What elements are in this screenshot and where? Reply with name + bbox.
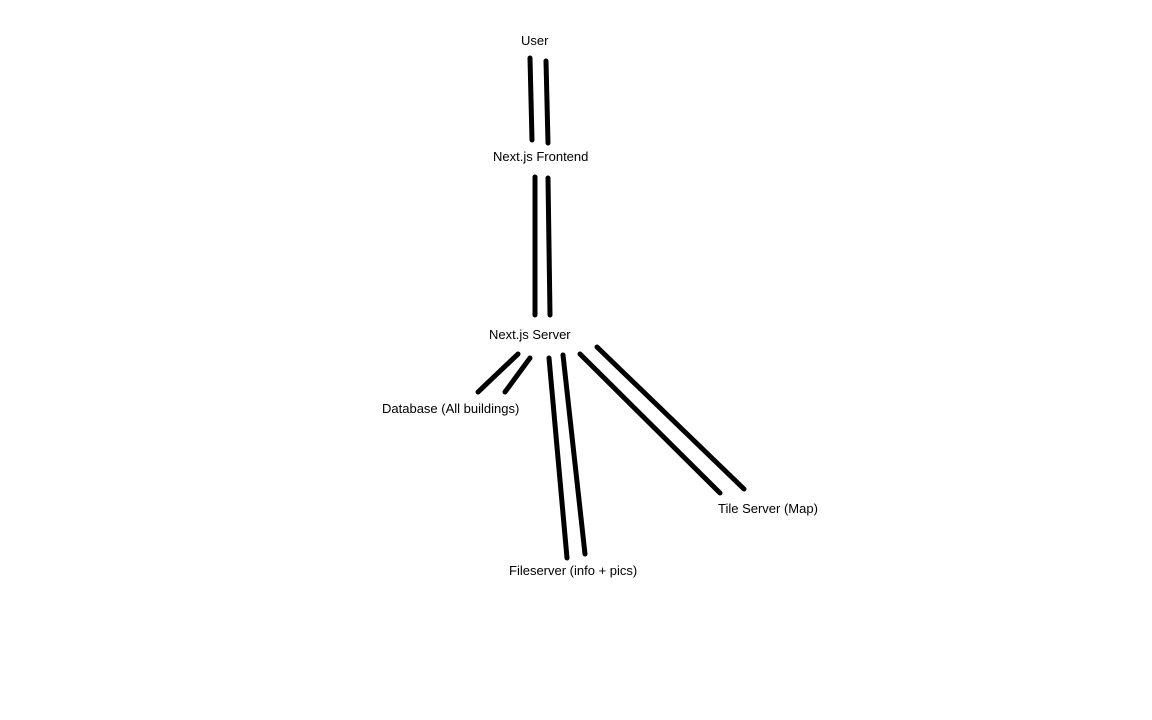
edge-line bbox=[527, 55, 535, 143]
node-fileserver: Fileserver (info + pics) bbox=[509, 563, 638, 578]
edge-line bbox=[577, 351, 723, 496]
node-server: Next.js Server bbox=[489, 327, 571, 342]
edge-line bbox=[543, 58, 551, 146]
node-user: User bbox=[521, 33, 549, 48]
edge-user-frontend bbox=[527, 55, 551, 146]
edge-server-fileserver bbox=[546, 352, 588, 561]
edge-line bbox=[594, 344, 747, 492]
node-frontend: Next.js Frontend bbox=[493, 149, 589, 164]
edge-frontend-server bbox=[532, 174, 553, 318]
edge-line bbox=[560, 352, 588, 557]
edge-line bbox=[502, 355, 533, 395]
edge-server-tile-server bbox=[577, 344, 747, 496]
edge-server-database bbox=[475, 351, 533, 395]
edge-line bbox=[546, 355, 570, 561]
node-tile-server: Tile Server (Map) bbox=[718, 501, 818, 516]
edge-line bbox=[545, 175, 553, 318]
edge-line bbox=[475, 351, 521, 395]
node-database: Database (All buildings) bbox=[382, 401, 520, 416]
